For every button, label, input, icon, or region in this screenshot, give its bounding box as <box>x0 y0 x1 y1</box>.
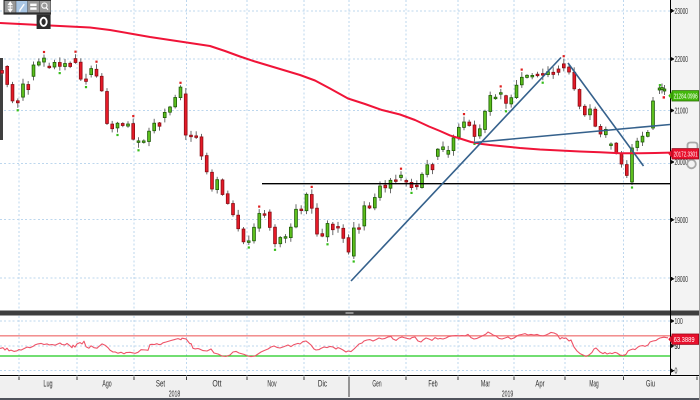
svg-text:50: 50 <box>675 342 681 351</box>
svg-text:2018: 2018 <box>169 390 181 399</box>
svg-text:Ott: Ott <box>212 379 222 389</box>
svg-text:Feb: Feb <box>428 379 437 389</box>
svg-text:21000: 21000 <box>675 107 689 116</box>
svg-text:50: 50 <box>675 342 681 351</box>
svg-text:20000: 20000 <box>675 158 689 167</box>
svg-text:18000: 18000 <box>675 275 689 284</box>
svg-text:20172.3301: 20172.3301 <box>674 150 698 159</box>
svg-text:Dic: Dic <box>318 379 328 389</box>
svg-text:22000: 22000 <box>675 55 689 64</box>
svg-text:Mar: Mar <box>481 379 490 389</box>
svg-text:Gen: Gen <box>372 379 381 389</box>
svg-text:Lug: Lug <box>43 379 52 389</box>
svg-text:0: 0 <box>675 367 678 376</box>
svg-text:Giu: Giu <box>646 379 655 389</box>
svg-text:63.3889: 63.3889 <box>674 335 695 344</box>
svg-text:Set: Set <box>156 379 166 389</box>
svg-text:21284.0996: 21284.0996 <box>674 92 698 101</box>
svg-text:Mag: Mag <box>589 379 598 389</box>
svg-text:19000: 19000 <box>675 216 689 225</box>
svg-text:100: 100 <box>675 317 684 326</box>
svg-text:2019: 2019 <box>502 390 514 399</box>
svg-text:Nov: Nov <box>267 379 276 389</box>
svg-text:23000: 23000 <box>675 7 689 16</box>
svg-text:Ago: Ago <box>102 379 111 389</box>
svg-text:Apr: Apr <box>535 379 544 389</box>
